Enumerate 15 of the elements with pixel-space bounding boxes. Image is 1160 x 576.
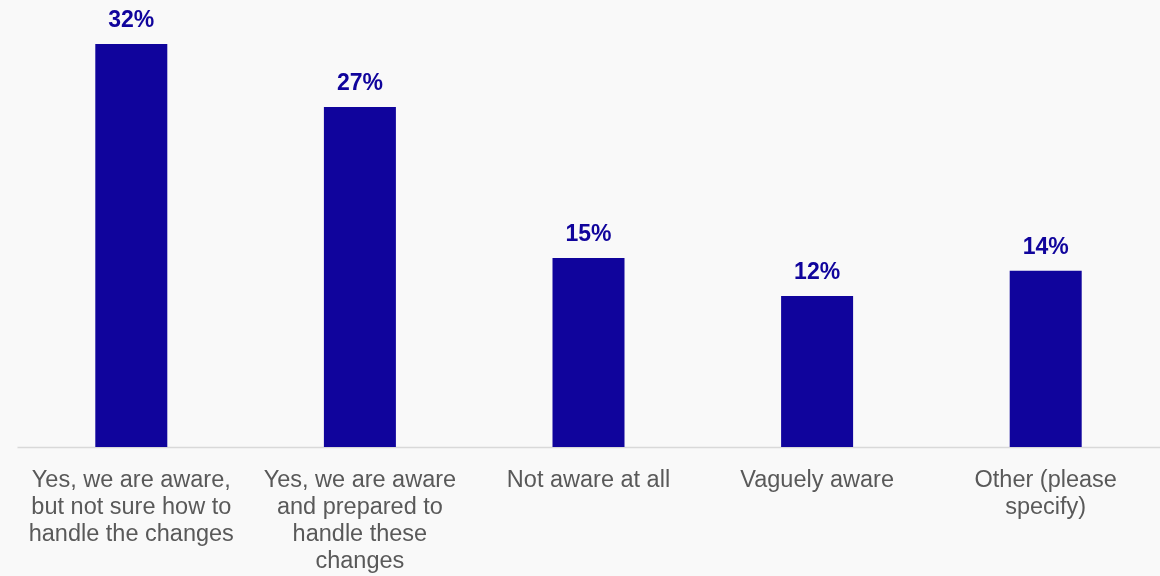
x-tick-label: Other (please specify) <box>974 465 1117 519</box>
bar <box>323 106 396 447</box>
data-label: 15% <box>565 220 612 247</box>
data-label: 32% <box>108 6 155 32</box>
x-tick-label: Not aware at all <box>506 465 671 492</box>
bar <box>1009 270 1082 447</box>
data-label: 27% <box>336 68 383 95</box>
bar <box>781 295 854 447</box>
bar <box>95 44 168 447</box>
x-tick-label: Vaguely aware <box>740 465 894 492</box>
data-label: 12% <box>794 257 841 284</box>
bar <box>552 258 625 447</box>
x-tick-label: Yes, we are aware, but not sure how to handle the changes <box>28 465 234 546</box>
data-label: 14% <box>1022 232 1069 259</box>
x-tick-label: Yes, we are aware and prepared to handle these changes <box>263 465 457 573</box>
